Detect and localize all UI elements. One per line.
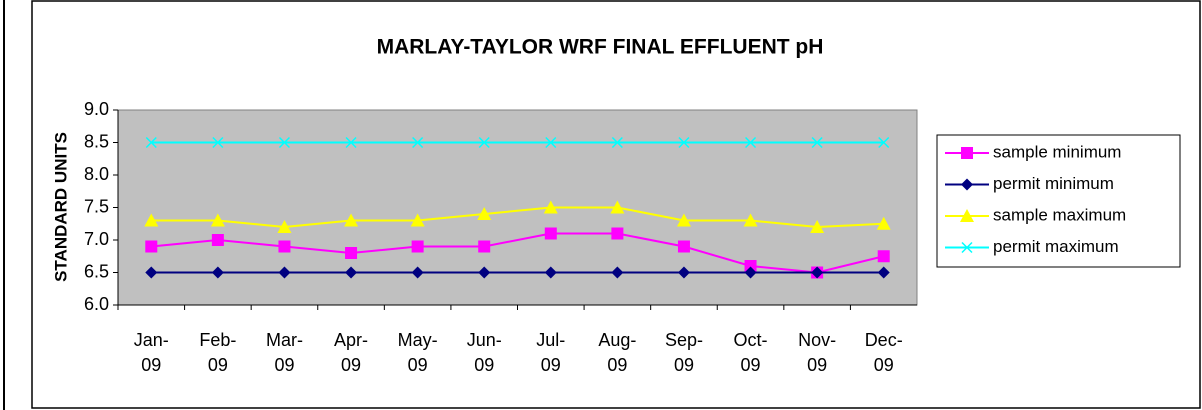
marker <box>611 136 623 149</box>
marker <box>410 213 425 227</box>
y-tick-label: 9.0 <box>84 99 109 119</box>
marker <box>611 266 624 279</box>
marker <box>676 213 691 227</box>
x-tick-label: Jul-09 <box>536 330 565 375</box>
marker <box>961 178 973 191</box>
y-tick-label: 8.5 <box>84 131 109 151</box>
marker <box>743 213 758 227</box>
legend-label: permit maximum <box>993 237 1119 256</box>
plot-area <box>117 109 918 306</box>
y-tick-label: 7.5 <box>84 196 109 216</box>
marker <box>544 227 557 240</box>
marker <box>278 136 290 149</box>
marker <box>345 136 357 149</box>
marker <box>411 266 424 279</box>
marker <box>811 266 824 279</box>
marker <box>677 240 690 253</box>
legend-box <box>936 134 1181 268</box>
marker <box>478 136 490 149</box>
marker <box>810 220 825 233</box>
x-tick-label: Aug-09 <box>598 330 636 375</box>
marker <box>744 266 757 279</box>
marker <box>478 240 491 253</box>
marker <box>211 266 224 279</box>
marker <box>412 136 424 149</box>
marker <box>744 260 757 272</box>
y-axis-label: STANDARD UNITS <box>51 132 70 282</box>
series-line <box>151 206 884 229</box>
x-tick-label: Feb-09 <box>199 330 236 375</box>
marker <box>477 207 492 220</box>
marker <box>745 136 757 149</box>
x-tick-label: Sep-09 <box>665 330 703 375</box>
x-tick-label: Jan-09 <box>134 330 169 375</box>
x-tick-label: May-09 <box>398 330 438 375</box>
marker <box>478 266 491 279</box>
marker <box>878 136 890 149</box>
marker <box>145 240 158 253</box>
marker <box>544 266 557 279</box>
marker <box>876 216 891 230</box>
y-tick-label: 8.0 <box>84 164 109 184</box>
legend-label: sample minimum <box>993 142 1121 161</box>
marker <box>677 266 690 279</box>
legend-label: sample maximum <box>993 205 1126 224</box>
x-tick-label: Oct-09 <box>734 330 768 375</box>
marker <box>811 136 823 149</box>
y-tick-label: 7.0 <box>84 229 109 249</box>
marker <box>961 241 973 254</box>
marker <box>877 250 890 263</box>
marker <box>278 266 291 279</box>
marker <box>345 247 358 259</box>
legend-label: permit minimum <box>993 174 1114 193</box>
marker <box>610 200 625 214</box>
x-tick-label: Jun-09 <box>467 330 502 375</box>
marker <box>145 136 157 149</box>
marker <box>678 136 690 149</box>
marker <box>345 266 358 279</box>
y-tick-label: 6.0 <box>84 294 109 314</box>
marker <box>145 266 158 279</box>
x-tick-label: Dec-09 <box>865 330 903 375</box>
marker <box>277 220 292 233</box>
marker <box>411 240 424 253</box>
series-line <box>151 232 884 274</box>
marker <box>344 213 359 227</box>
marker <box>961 147 973 159</box>
marker <box>278 240 291 253</box>
y-tick-label: 6.5 <box>84 261 109 281</box>
marker <box>877 266 890 279</box>
marker <box>611 227 624 240</box>
marker <box>210 213 225 227</box>
marker <box>211 234 224 246</box>
marker <box>212 136 224 149</box>
x-tick-label: Apr-09 <box>334 330 368 375</box>
marker <box>543 200 558 214</box>
marker <box>545 136 557 149</box>
marker <box>960 209 974 222</box>
x-tick-label: Nov-09 <box>798 330 836 375</box>
x-tick-label: Mar-09 <box>266 330 303 375</box>
chart-title: MARLAY-TAYLOR WRF FINAL EFFLUENT pH <box>377 36 824 59</box>
marker <box>144 213 159 227</box>
